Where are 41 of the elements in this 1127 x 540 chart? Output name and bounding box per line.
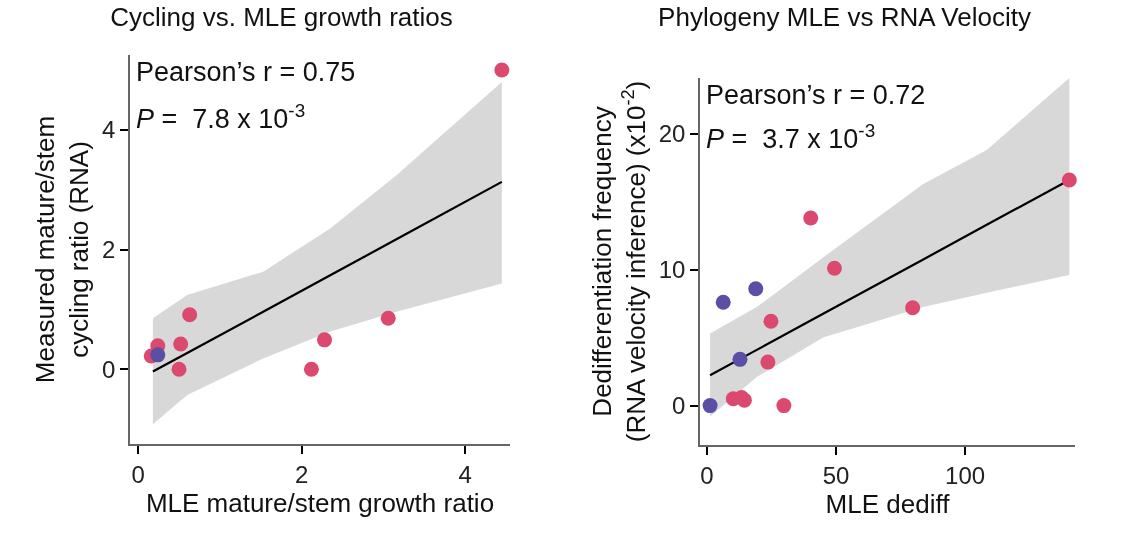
x-tick-label: 0 [700, 461, 714, 489]
annotation: P = 7.8 x 10$^{-3}$ [136, 100, 306, 135]
point [803, 210, 819, 226]
y-tick-label: 0 [672, 391, 686, 419]
y-tick-label: 0 [102, 355, 116, 383]
point [317, 332, 332, 348]
x-tick-label: 2 [294, 460, 309, 488]
point [173, 336, 189, 352]
point [494, 62, 510, 78]
point [303, 361, 319, 377]
point [776, 398, 792, 414]
point [732, 351, 748, 367]
x-tick-label: 0 [131, 460, 145, 488]
annotation: Pearson’s r = 0.75 [136, 57, 356, 87]
y-tick-label: 20 [658, 120, 686, 148]
y-tick-label: 2 [102, 235, 116, 263]
y-tick-label: 10 [658, 256, 686, 284]
x-tick-label: 4 [458, 460, 472, 488]
point [826, 260, 842, 276]
point [171, 361, 187, 377]
x-tick-label: 50 [822, 461, 850, 489]
point [715, 294, 731, 310]
annotation: P = 3.7 x 10$^{-3}$ [706, 120, 876, 155]
point [702, 398, 718, 414]
point [182, 307, 198, 323]
point [763, 313, 779, 329]
chart-title: Phylogeny MLE vs RNA Velocity [658, 2, 1031, 33]
point [760, 354, 776, 370]
x-axis-title: MLE dediff [825, 488, 951, 519]
point [1061, 172, 1077, 188]
point [748, 281, 764, 297]
point [380, 310, 396, 326]
x-tick-label: 100 [945, 461, 986, 489]
point [150, 347, 166, 363]
annotation: Pearson’s r = 0.72 [706, 80, 926, 110]
point [905, 300, 921, 316]
line-series [151, 180, 503, 373]
x-axis-title: MLE mature/stem growth ratio [145, 487, 495, 518]
y-tick-label: 4 [102, 116, 116, 144]
chart-title: Cycling vs. MLE growth ratios [110, 2, 453, 33]
y-axis-title: Measured mature/stem cycling ratio (RNA) [30, 115, 94, 384]
